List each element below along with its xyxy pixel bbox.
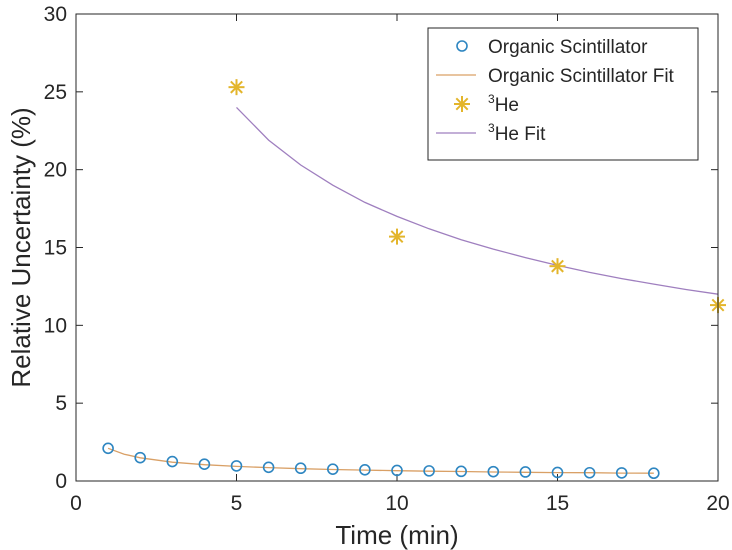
y-tick-label: 10: [44, 314, 67, 337]
data-point-organic-scintillator: [423, 465, 435, 477]
y-tick-label: 25: [44, 81, 67, 104]
plot-series: [102, 79, 726, 480]
data-point-organic-scintillator: [487, 465, 500, 478]
data-point-organic-scintillator: [615, 467, 628, 479]
legend-label-superscript: 3: [488, 121, 495, 135]
data-point-organic-scintillator: [391, 464, 403, 477]
y-tick-label: 15: [44, 237, 67, 260]
x-tick-label: 0: [70, 492, 82, 515]
data-point-organic-scintillator: [647, 467, 660, 480]
y-tick-label: 30: [44, 3, 67, 26]
x-tick-label: 10: [385, 492, 408, 515]
data-point-organic-scintillator: [359, 463, 371, 476]
data-point-organic-scintillator: [455, 465, 468, 478]
x-tick-label: 5: [231, 492, 243, 515]
legend-label-organic-scintillator: Organic Scintillator: [488, 37, 648, 58]
legend: Organic Scintillator Organic Scintillator…: [427, 27, 699, 161]
axes-box: [75, 13, 719, 482]
legend-label-text: He Fit: [495, 124, 546, 145]
x-axis-label: Time (min): [335, 520, 458, 550]
data-point-organic-scintillator: [294, 462, 307, 475]
x-tick-label: 20: [706, 492, 729, 515]
data-point-organic-scintillator: [102, 442, 114, 455]
legend-label-text: He: [495, 95, 519, 116]
legend-swatch-3he: [454, 96, 470, 112]
data-point-organic-scintillator: [134, 451, 146, 464]
y-axis-label: Relative Uncertainty (%): [6, 107, 36, 387]
axis-ticks: 0 5 10 15 20 0 5 10 15 20 25 30: [44, 3, 730, 515]
data-point-organic-scintillator: [262, 461, 275, 474]
series-line-organic-scintillator-fit: [107, 447, 654, 474]
data-point-3he: [549, 258, 566, 275]
legend-box: [427, 27, 699, 161]
data-point-organic-scintillator: [583, 466, 596, 479]
data-point-organic-scintillator: [166, 455, 179, 468]
data-point-organic-scintillator: [326, 463, 339, 475]
legend-label-3he-fit: 3He Fit: [488, 121, 546, 145]
x-tick-label: 15: [546, 492, 569, 515]
data-point-organic-scintillator: [519, 466, 532, 478]
y-tick-label: 5: [55, 392, 67, 415]
legend-label-organic-scintillator-fit: Organic Scintillator Fit: [488, 66, 675, 87]
data-point-3he: [228, 79, 245, 96]
legend-label-3he: 3He: [488, 92, 519, 116]
legend-label-superscript: 3: [488, 92, 495, 106]
y-tick-label: 0: [55, 470, 67, 493]
y-tick-label: 20: [44, 159, 67, 182]
legend-swatch-organic-scintillator: [456, 40, 468, 52]
data-point-3he: [389, 228, 405, 245]
series-line-3he-fit: [236, 106, 719, 295]
data-point-organic-scintillator: [230, 460, 243, 472]
data-point-organic-scintillator: [198, 458, 211, 470]
data-point-organic-scintillator: [551, 466, 564, 479]
